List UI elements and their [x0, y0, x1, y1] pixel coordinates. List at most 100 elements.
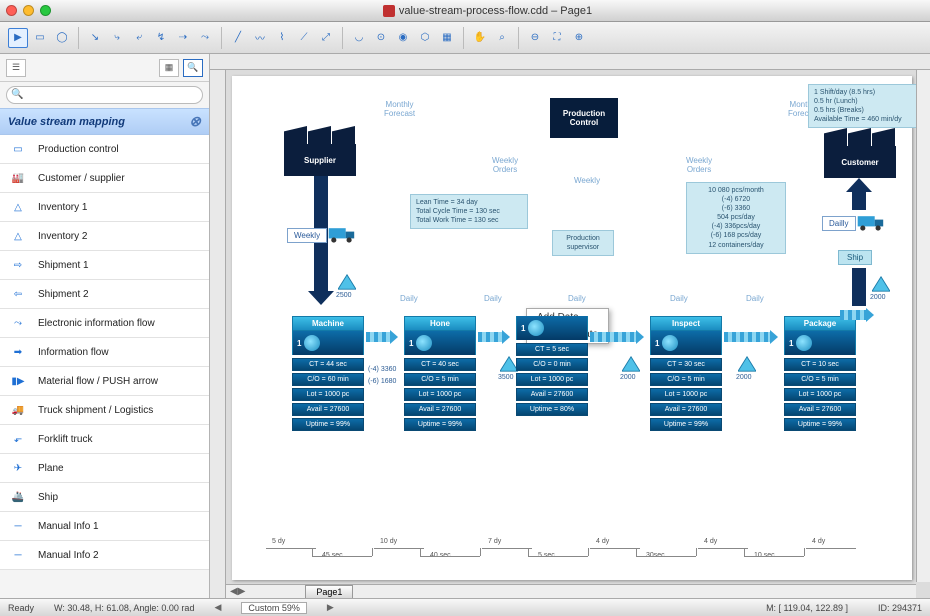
- library-item[interactable]: ⬐ Forklift truck: [0, 425, 209, 454]
- inventory-6[interactable]: [872, 276, 890, 292]
- window-title: value-stream-process-flow.cdd – Page1: [51, 5, 924, 17]
- library-item[interactable]: ⇦ Shipment 2: [0, 280, 209, 309]
- library-item[interactable]: ➡ Information flow: [0, 338, 209, 367]
- library-item[interactable]: 🚚 Truck shipment / Logistics: [0, 396, 209, 425]
- supplier-factory[interactable]: Supplier: [284, 126, 356, 176]
- maximize-window-button[interactable]: [40, 5, 51, 16]
- push-arrow: [840, 308, 874, 322]
- zoom-fit-tool[interactable]: ⛶: [547, 28, 567, 48]
- library-item-label: Manual Info 2: [38, 550, 99, 561]
- line-tool-2[interactable]: 〰: [250, 28, 270, 48]
- process-data-row: Uptime = 99%: [292, 418, 364, 431]
- library-item[interactable]: ▮▶ Material flow / PUSH arrow: [0, 367, 209, 396]
- connector-tool-1[interactable]: ↘: [85, 28, 105, 48]
- ship-label-box[interactable]: Ship: [838, 250, 872, 265]
- zoom-in-tool[interactable]: ⊕: [569, 28, 589, 48]
- process-box[interactable]: 1 CT = 5 secC/O = 0 minLot = 1000 pcAvai…: [516, 316, 588, 416]
- inventory-5-value: 2000: [736, 374, 752, 381]
- process-operator: 1: [404, 331, 476, 355]
- library-item[interactable]: ⤳ Electronic information flow: [0, 309, 209, 338]
- process-data-row: Lot = 1000 pc: [784, 388, 856, 401]
- curve-tool-2[interactable]: ⊙: [371, 28, 391, 48]
- library-item[interactable]: ─ Manual Info 1: [0, 512, 209, 541]
- curve-tool-4[interactable]: ⬡: [415, 28, 435, 48]
- horizontal-scrollbar[interactable]: ◀ ▶ Page1: [226, 584, 916, 598]
- library-item[interactable]: △ Inventory 1: [0, 193, 209, 222]
- inventory-1[interactable]: [338, 274, 356, 290]
- inventory-3-value: 3500: [498, 374, 514, 381]
- library-item[interactable]: 🚢 Ship: [0, 483, 209, 512]
- view-grid-button[interactable]: ▦: [159, 59, 179, 77]
- library-item-icon: ─: [6, 545, 30, 565]
- process-box[interactable]: Package 1 CT = 10 secC/O = 5 minLot = 10…: [784, 316, 856, 431]
- connector-tool-3[interactable]: ⤶: [129, 28, 149, 48]
- demand-box[interactable]: 10 080 pcs/month (-4) 6720 (-6) 3360 504…: [686, 182, 786, 254]
- group-collapse-icon[interactable]: ⊗: [189, 113, 201, 130]
- library-search-input[interactable]: [6, 86, 203, 104]
- library-item[interactable]: ▭ Production control: [0, 135, 209, 164]
- library-item[interactable]: ✈ Plane: [0, 454, 209, 483]
- connector-tool-4[interactable]: ↯: [151, 28, 171, 48]
- line-tool-4[interactable]: ⟋: [294, 28, 314, 48]
- label-daily-2: Daily: [484, 294, 502, 303]
- connector-tool-2[interactable]: ⤷: [107, 28, 127, 48]
- library-item-icon: 🚚: [6, 400, 30, 420]
- title-text: value-stream-process-flow.cdd – Page1: [399, 5, 592, 17]
- library-item-list: ▭ Production control🏭 Customer / supplie…: [0, 135, 209, 598]
- rect-tool[interactable]: ▭: [30, 28, 50, 48]
- status-id: ID: 294371: [878, 603, 922, 613]
- page-tab[interactable]: Page1: [305, 585, 353, 599]
- library-item[interactable]: ─ Manual Info 2: [0, 541, 209, 570]
- push-arrow: [366, 330, 398, 344]
- line-tool-3[interactable]: ⌇: [272, 28, 292, 48]
- zoom-out-tool[interactable]: ⊖: [525, 28, 545, 48]
- inventory-1-value: 2500: [336, 292, 352, 299]
- zoom-level[interactable]: Custom 59%: [241, 602, 307, 614]
- supervisor-box[interactable]: Production supervisor: [552, 230, 614, 256]
- push-arrow: [724, 330, 778, 344]
- library-item-label: Production control: [38, 144, 119, 155]
- search-icon: 🔍: [11, 89, 23, 100]
- process-box[interactable]: Inspect 1 CT = 30 secC/O = 5 minLot = 10…: [650, 316, 722, 431]
- hand-tool[interactable]: ✋: [470, 28, 490, 48]
- connector-tool-5[interactable]: ⇢: [173, 28, 193, 48]
- line-tool-1[interactable]: ╱: [228, 28, 248, 48]
- pointer-tool[interactable]: ▶: [8, 28, 28, 48]
- production-control-box[interactable]: Production Control: [550, 98, 618, 138]
- inventory-5[interactable]: [738, 356, 756, 372]
- text-tool[interactable]: ⌕: [492, 28, 512, 48]
- daily-truck[interactable]: Dailly: [822, 212, 890, 234]
- view-list-button[interactable]: ☰: [6, 59, 26, 77]
- weekly-truck[interactable]: Weekly: [287, 224, 361, 246]
- sidebar-view-switcher: ☰ ▦ 🔍: [0, 54, 209, 82]
- inventory-4[interactable]: [622, 356, 640, 372]
- line-tool-5[interactable]: ⤢: [316, 28, 336, 48]
- library-item[interactable]: ⇨ Shipment 1: [0, 251, 209, 280]
- process-box[interactable]: Machine 1 CT = 44 secC/O = 60 minLot = 1…: [292, 316, 364, 431]
- view-search-button[interactable]: 🔍: [183, 59, 203, 77]
- library-group-header[interactable]: Value stream mapping ⊗: [0, 108, 209, 135]
- label-weekly-center: Weekly: [574, 176, 600, 185]
- lean-time-box[interactable]: Lean Time = 34 day Total Cycle Time = 13…: [410, 194, 528, 229]
- vertical-scrollbar[interactable]: [916, 70, 930, 582]
- library-item[interactable]: △ Inventory 2: [0, 222, 209, 251]
- library-item-icon: ⇦: [6, 284, 30, 304]
- drawing-page[interactable]: Monthly Forecast Monthly Forecast Produc…: [226, 70, 930, 598]
- library-item[interactable]: 🏭 Customer / supplier: [0, 164, 209, 193]
- shift-info-box[interactable]: 1 Shift/day (8.5 hrs) 0.5 hr (Lunch) 0.5…: [808, 84, 920, 128]
- curve-tool-3[interactable]: ◉: [393, 28, 413, 48]
- inventory-6-value: 2000: [870, 294, 886, 301]
- ellipse-tool[interactable]: ◯: [52, 28, 72, 48]
- process-data-row: C/O = 5 min: [650, 373, 722, 386]
- library-item-icon: △: [6, 226, 30, 246]
- curve-tool-5[interactable]: ▦: [437, 28, 457, 48]
- label-weekly-orders-r: Weekly Orders: [686, 156, 712, 174]
- connector-tool-6[interactable]: ⤳: [195, 28, 215, 48]
- close-window-button[interactable]: [6, 5, 17, 16]
- customer-factory[interactable]: Customer: [824, 128, 896, 178]
- minimize-window-button[interactable]: [23, 5, 34, 16]
- process-data-row: Avail = 27600: [404, 403, 476, 416]
- library-item-label: Information flow: [38, 347, 109, 358]
- curve-tool-1[interactable]: ◡: [349, 28, 369, 48]
- process-box[interactable]: Hone 1 CT = 40 secC/O = 5 minLot = 1000 …: [404, 316, 476, 431]
